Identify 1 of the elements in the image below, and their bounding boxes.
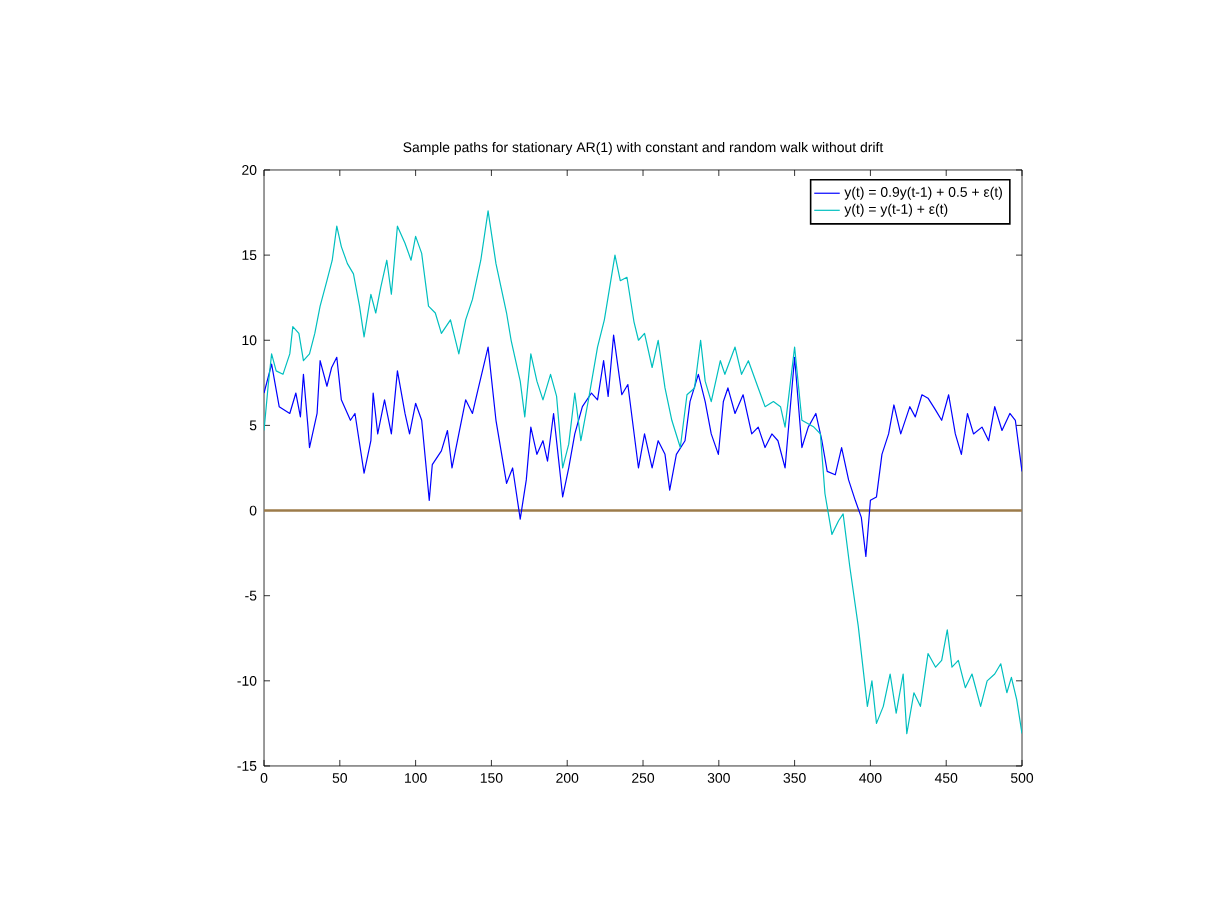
line-series (264, 334, 1023, 558)
